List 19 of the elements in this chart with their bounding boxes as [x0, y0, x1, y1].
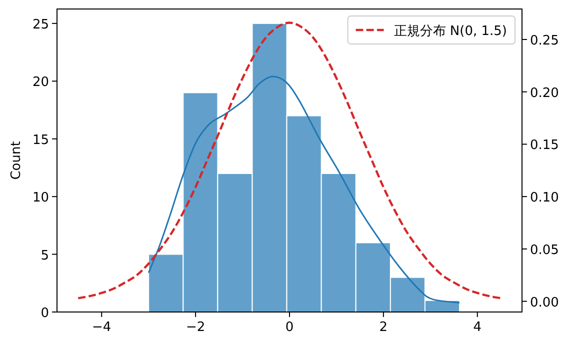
x-tick-label: 4 — [473, 320, 482, 335]
y2-tick-label: 0.15 — [530, 138, 559, 154]
x-tick-label: −2 — [186, 320, 206, 335]
y-tick-label: 10 — [32, 190, 49, 206]
y-tick-label: 5 — [40, 248, 49, 264]
y2-tick-label: 0.00 — [530, 295, 559, 310]
legend-label: 正規分布 N(0, 1.5) — [394, 24, 507, 39]
y2-tick-label: 0.25 — [530, 33, 559, 48]
y-tick-label: 0 — [40, 306, 49, 321]
y-axis-title: Count — [9, 141, 24, 180]
y2-tick-label: 0.20 — [530, 86, 559, 101]
y-tick-label: 25 — [32, 17, 49, 32]
y-tick-label: 20 — [32, 75, 49, 90]
x-tick-label: −4 — [92, 320, 112, 335]
y2-tick-label: 0.05 — [530, 242, 559, 258]
y-tick-label: 15 — [32, 132, 49, 148]
x-tick-label: 2 — [379, 320, 388, 335]
y2-tick-label: 0.10 — [530, 190, 559, 206]
x-tick-label: 0 — [285, 320, 294, 335]
